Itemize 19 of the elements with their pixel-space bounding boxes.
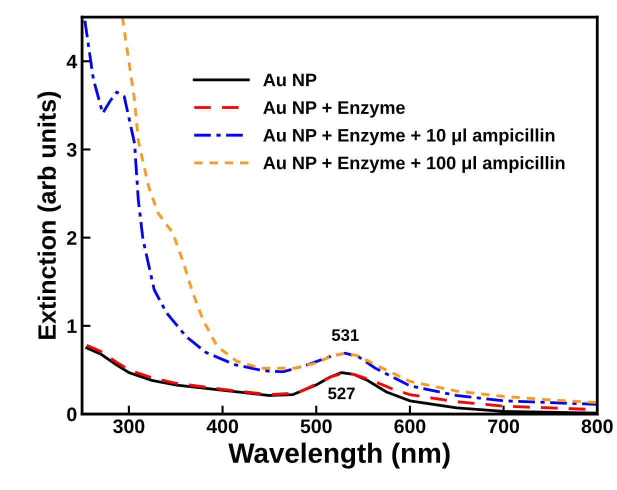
legend-label: Au NP [263, 74, 316, 86]
x-tick-label: 800 [582, 419, 613, 434]
legend-label: Au NP + Enzyme + 100 μl ampicillin [263, 156, 564, 173]
y-tick-label: 2 [67, 231, 76, 245]
x-tick-label: 500 [300, 419, 332, 434]
x-tick-label: 600 [394, 419, 426, 434]
legend-label: Au NP + Enzyme [263, 101, 405, 118]
x-tick-label: 300 [113, 419, 144, 434]
annotation: 527 [328, 387, 355, 400]
annotation: 531 [332, 329, 359, 342]
y-tick-label: 1 [68, 320, 77, 333]
x-tick-label: 700 [488, 419, 520, 434]
y-tick-label: 3 [66, 142, 76, 157]
y-tick-label: 4 [66, 54, 78, 68]
y-tick-label: 0 [67, 408, 76, 422]
y-axis-title: Extinction (arb units) [38, 92, 61, 339]
legend-label: Au NP + Enzyme + 10 μl ampicillin [263, 128, 554, 146]
x-tick-label: 400 [206, 419, 238, 434]
x-axis-title: Wavelength (nm) [228, 442, 450, 469]
